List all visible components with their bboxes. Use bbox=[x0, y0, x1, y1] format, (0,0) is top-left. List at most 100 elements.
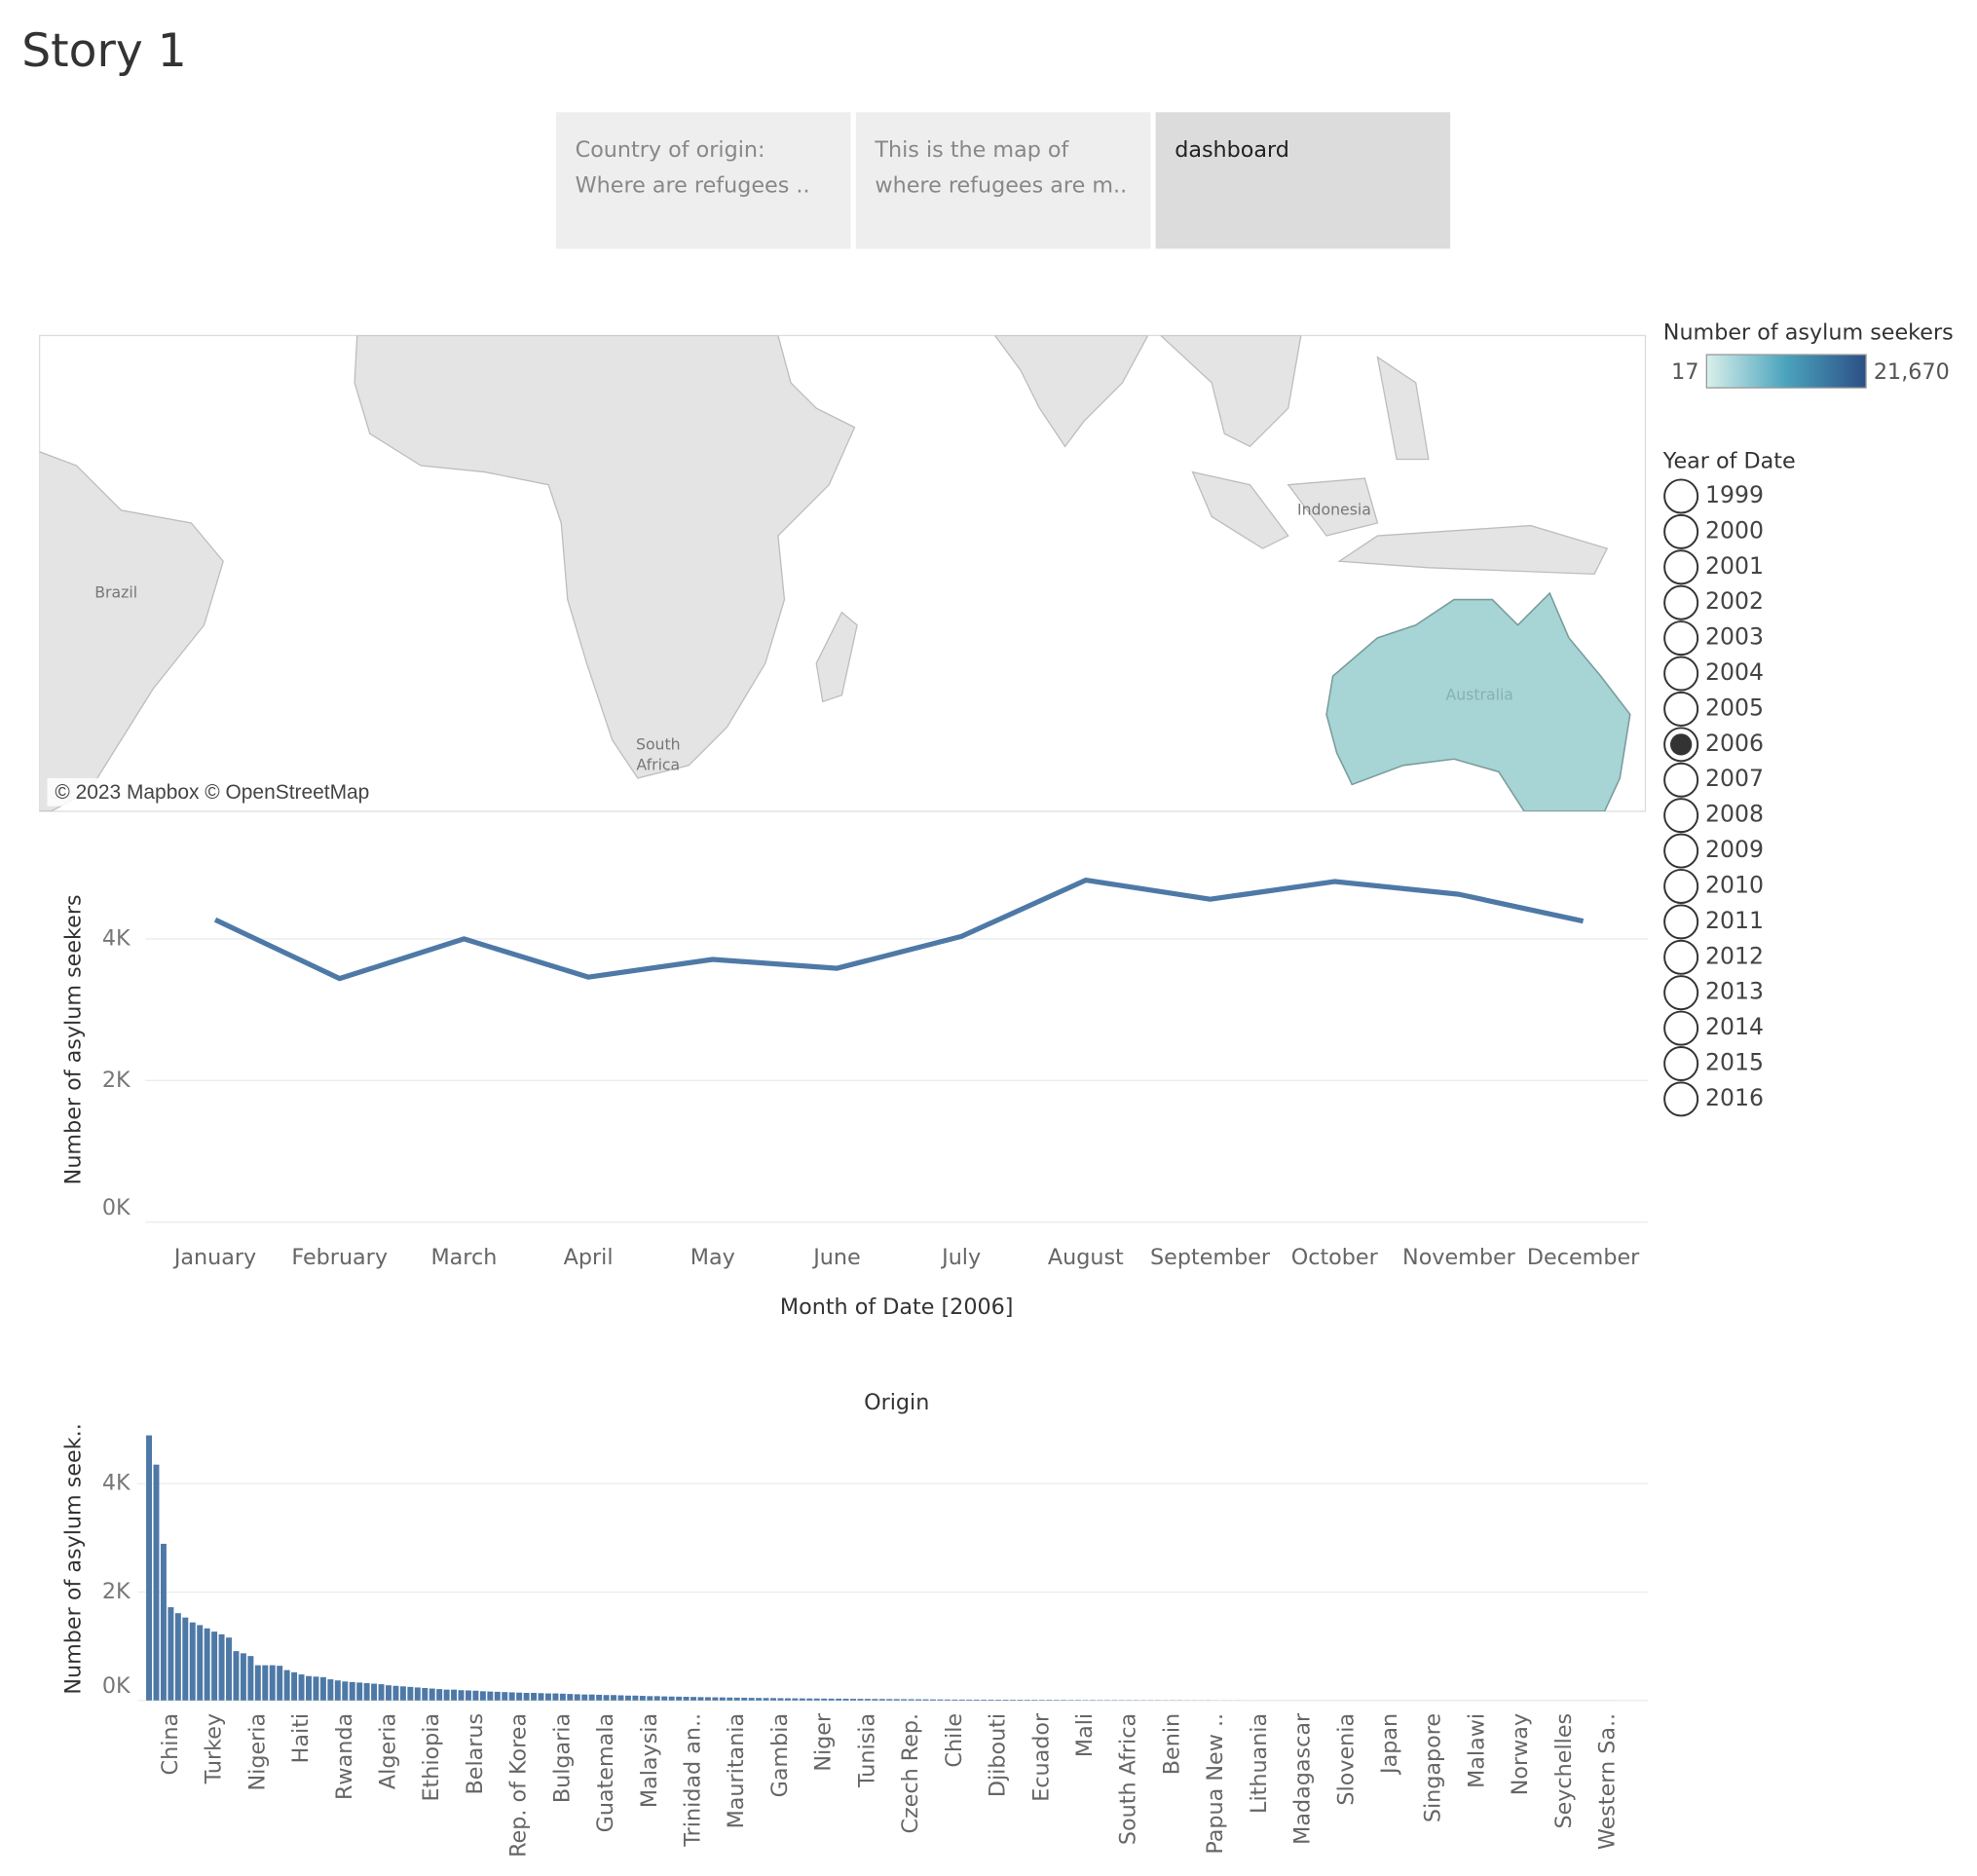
x-axis-title: Month of Date [2006] bbox=[780, 1294, 1014, 1320]
x-tick-label: March bbox=[430, 1245, 497, 1270]
year-radio[interactable] bbox=[1663, 513, 1699, 549]
year-radio[interactable] bbox=[1663, 762, 1699, 798]
bar bbox=[544, 1693, 551, 1701]
bar bbox=[864, 1699, 871, 1701]
bar bbox=[1009, 1700, 1016, 1701]
story-point[interactable] bbox=[1155, 112, 1451, 249]
bar bbox=[704, 1697, 711, 1701]
bar bbox=[494, 1691, 501, 1701]
bar bbox=[1038, 1700, 1045, 1701]
bar bbox=[160, 1543, 167, 1701]
year-radio[interactable] bbox=[1663, 1010, 1699, 1046]
bar bbox=[327, 1679, 334, 1701]
x-tick-label: December bbox=[1527, 1245, 1640, 1270]
bar bbox=[886, 1699, 893, 1701]
year-label: 2016 bbox=[1705, 1084, 1764, 1111]
legend-title: Number of asylum seekers bbox=[1663, 319, 1954, 345]
year-radio[interactable] bbox=[1663, 904, 1699, 940]
bar bbox=[342, 1681, 349, 1701]
bar bbox=[277, 1666, 283, 1701]
year-radio[interactable] bbox=[1663, 975, 1699, 1011]
bar bbox=[929, 1699, 936, 1701]
year-radio[interactable] bbox=[1663, 1081, 1699, 1117]
x-tick-label: Nigeria bbox=[244, 1713, 270, 1791]
x-tick-label: Czech Rep. bbox=[898, 1713, 923, 1834]
x-tick-label: Chile bbox=[942, 1713, 967, 1768]
year-label: 2013 bbox=[1705, 978, 1764, 1005]
x-tick-label: February bbox=[291, 1245, 388, 1270]
south-america bbox=[39, 451, 224, 811]
map-label: Africa bbox=[636, 755, 680, 773]
year-radio[interactable] bbox=[1663, 939, 1699, 975]
bar bbox=[922, 1699, 929, 1701]
x-tick-label: Ethiopia bbox=[419, 1713, 444, 1802]
bar bbox=[356, 1682, 363, 1701]
southeast-asia bbox=[1159, 335, 1302, 448]
bar bbox=[436, 1689, 443, 1701]
bar bbox=[168, 1607, 174, 1701]
bar bbox=[414, 1687, 421, 1701]
bar bbox=[291, 1671, 298, 1701]
bar bbox=[386, 1685, 392, 1701]
year-radio[interactable] bbox=[1663, 691, 1699, 727]
y-axis-title: Number of asylum seek.. bbox=[60, 1423, 86, 1694]
x-tick-label: Malaysia bbox=[637, 1713, 662, 1808]
year-radio[interactable] bbox=[1663, 584, 1699, 620]
bar bbox=[567, 1694, 574, 1701]
year-radio[interactable] bbox=[1663, 549, 1699, 585]
bar bbox=[392, 1685, 399, 1701]
bar bbox=[233, 1651, 240, 1701]
x-axis-title: Origin bbox=[864, 1390, 929, 1415]
year-radio[interactable] bbox=[1663, 798, 1699, 834]
legend-max: 21,670 bbox=[1874, 359, 1950, 385]
year-label: 2004 bbox=[1705, 658, 1764, 686]
year-label: 2011 bbox=[1705, 907, 1764, 934]
bar bbox=[458, 1690, 465, 1701]
story-title: Story 1 bbox=[21, 24, 186, 78]
bar bbox=[617, 1695, 624, 1701]
x-tick-label: Guatemala bbox=[593, 1713, 618, 1833]
year-radio[interactable] bbox=[1663, 1045, 1699, 1082]
year-radio[interactable] bbox=[1663, 620, 1699, 657]
bar bbox=[937, 1699, 944, 1701]
x-tick-label: Slovenia bbox=[1333, 1713, 1359, 1806]
bar bbox=[857, 1699, 864, 1701]
story-point[interactable] bbox=[556, 112, 851, 249]
story-point-caption: Where are refugees .. bbox=[576, 173, 810, 199]
bar bbox=[574, 1694, 580, 1701]
x-tick-label: Lithuania bbox=[1247, 1713, 1272, 1814]
story-point[interactable] bbox=[855, 112, 1151, 249]
x-tick-label: Mauritania bbox=[724, 1713, 749, 1829]
bar bbox=[1075, 1700, 1082, 1701]
x-tick-label: China bbox=[158, 1713, 183, 1776]
bar bbox=[878, 1699, 885, 1701]
year-radio[interactable] bbox=[1663, 656, 1699, 692]
x-tick-label: Singapore bbox=[1421, 1713, 1446, 1822]
bar bbox=[792, 1698, 799, 1701]
bar bbox=[581, 1694, 588, 1701]
year-radio[interactable] bbox=[1663, 868, 1699, 904]
bar bbox=[502, 1692, 508, 1701]
x-tick-label: November bbox=[1402, 1245, 1516, 1270]
y-tick-label: 4K bbox=[102, 1471, 131, 1496]
bar bbox=[966, 1699, 973, 1701]
bar bbox=[872, 1699, 878, 1701]
bar bbox=[763, 1698, 769, 1701]
bar bbox=[283, 1670, 290, 1701]
bar bbox=[247, 1656, 254, 1701]
year-label: 2014 bbox=[1705, 1013, 1764, 1040]
bar bbox=[189, 1622, 196, 1701]
year-radio[interactable] bbox=[1663, 833, 1699, 869]
year-radio[interactable] bbox=[1663, 478, 1699, 514]
bar bbox=[661, 1696, 668, 1701]
year-radio-selected bbox=[1670, 733, 1693, 756]
x-tick-label: Rwanda bbox=[332, 1713, 357, 1800]
bar bbox=[298, 1674, 305, 1701]
bar bbox=[733, 1697, 740, 1701]
bar bbox=[443, 1689, 450, 1701]
bar bbox=[632, 1695, 639, 1701]
legend-min: 17 bbox=[1671, 359, 1698, 385]
year-label: 2015 bbox=[1705, 1049, 1764, 1076]
map-label: South bbox=[636, 734, 681, 753]
x-tick-label: Niger bbox=[811, 1712, 837, 1772]
